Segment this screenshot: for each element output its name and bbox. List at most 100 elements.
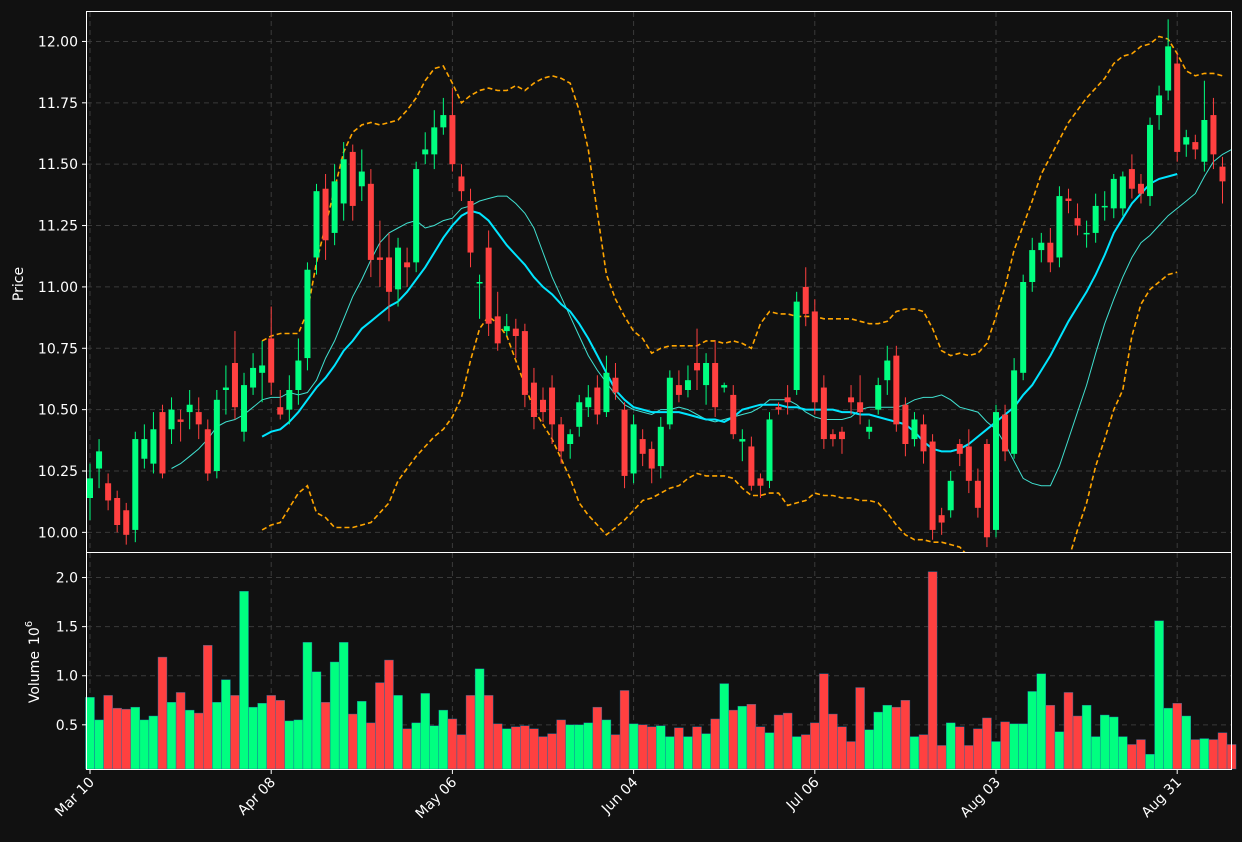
candle-body (703, 363, 710, 386)
candle (1038, 232, 1045, 263)
candle-body (540, 399, 546, 413)
candle (712, 340, 719, 417)
volume-bar (982, 717, 992, 770)
volume-bar (810, 722, 820, 770)
candle (875, 377, 882, 415)
candle (838, 426, 845, 454)
volume-bar (483, 695, 494, 770)
volume-bar (927, 571, 938, 770)
volume-bar (447, 718, 458, 770)
candle (295, 338, 302, 405)
candle-body (322, 188, 329, 241)
candle-body (1110, 178, 1117, 209)
candle-body (893, 355, 900, 425)
volume-tick-label: 0.5 (56, 718, 78, 734)
candle-body (911, 419, 918, 440)
volume-bar (529, 728, 539, 770)
candle (241, 372, 248, 442)
candle-body (431, 127, 438, 155)
volume-bar (366, 722, 376, 770)
candle-body (1128, 169, 1135, 189)
candle (123, 502, 130, 545)
candle-body (1174, 63, 1181, 152)
candle (549, 375, 556, 444)
candle (748, 436, 755, 491)
volume-bar (991, 741, 1001, 770)
candle-body (177, 419, 184, 422)
volume-bar (1072, 715, 1083, 770)
volume-bar (203, 645, 213, 770)
candle-body (857, 402, 864, 413)
candle (576, 394, 583, 437)
price-tick-label: 11.00 (38, 280, 78, 296)
volume-bar (284, 720, 295, 770)
candle (96, 439, 103, 489)
candle-body (476, 282, 483, 284)
candle (929, 434, 936, 540)
volume-bar (683, 736, 693, 770)
volume-bar (166, 702, 177, 770)
candle-body (295, 360, 302, 390)
candle-body (549, 387, 556, 425)
candle (902, 397, 909, 457)
volume-bar (112, 707, 122, 770)
volume-bar (1018, 723, 1028, 770)
volume-tick-label: 2.0 (56, 571, 78, 587)
candle-body (250, 367, 257, 388)
volume-bar (148, 715, 159, 770)
volume-bar (375, 682, 385, 770)
candle (630, 414, 637, 484)
candle-body (694, 363, 701, 371)
volume-bar (574, 724, 584, 770)
volume-bar (1181, 715, 1191, 770)
volume-bar (873, 711, 883, 770)
candle (911, 412, 918, 447)
volume-bar (1054, 731, 1065, 770)
candle-body (521, 331, 528, 395)
candle (286, 375, 293, 425)
candle-body (114, 498, 121, 525)
volume-bar (719, 683, 729, 770)
volume-bar (1118, 736, 1128, 770)
candle (512, 318, 519, 359)
candle (793, 291, 800, 395)
candle (1174, 53, 1181, 162)
candle-body (123, 510, 130, 535)
candle (1128, 154, 1135, 199)
candle (766, 412, 773, 489)
candle (857, 375, 864, 425)
volume-bar (547, 733, 557, 770)
candle-body (404, 262, 411, 268)
candle-body (1047, 242, 1054, 263)
volume-bar (538, 736, 548, 770)
candle-body (204, 429, 211, 474)
volume-bar (320, 702, 331, 770)
candle (1029, 237, 1036, 292)
volume-bar (1009, 723, 1019, 770)
volume-bar (230, 695, 240, 770)
candle (340, 142, 347, 221)
candle-body (1083, 232, 1090, 235)
candle-body (1165, 46, 1172, 91)
price-tick-label: 10.25 (38, 464, 78, 480)
volume-bar (239, 591, 249, 770)
candle (1047, 228, 1054, 273)
candle (1219, 156, 1226, 204)
volume-bar (755, 726, 766, 770)
volume-bar (411, 722, 421, 770)
volume-bar (556, 719, 566, 770)
candle (222, 365, 229, 415)
candle-body (1192, 142, 1199, 150)
volume-bar (592, 706, 603, 770)
volume-bar (429, 725, 439, 770)
volume-bar (746, 704, 757, 770)
candle (395, 237, 402, 307)
candle-body (277, 407, 284, 415)
volume-bar (302, 642, 313, 770)
candle-body (413, 169, 420, 263)
volume-bar (184, 709, 195, 770)
volume-bar (393, 695, 403, 770)
volume-bar (329, 661, 340, 770)
volume-bar (936, 745, 947, 770)
